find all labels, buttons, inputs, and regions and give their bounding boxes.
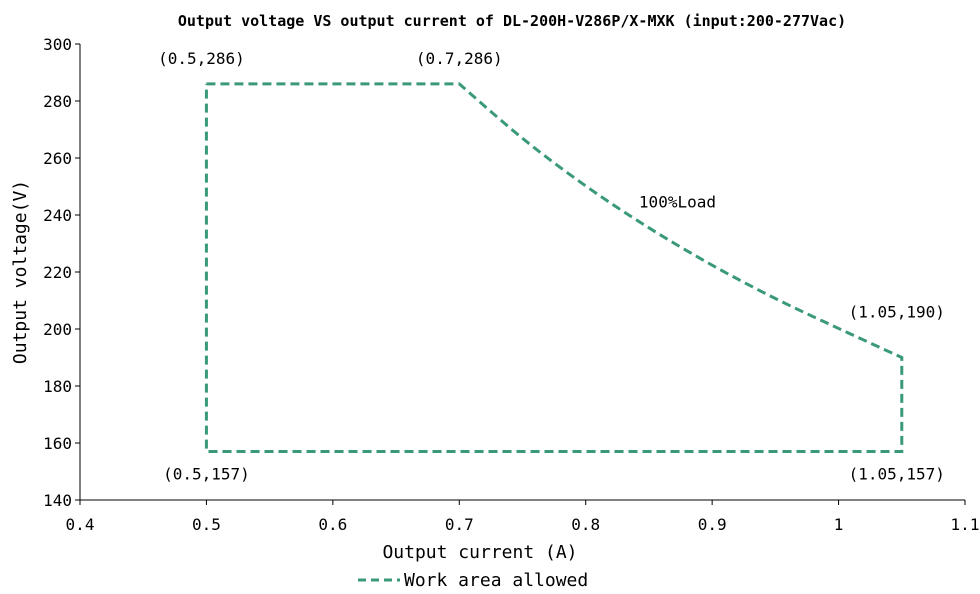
y-tick-label: 200 xyxy=(43,320,72,339)
legend-label: Work area allowed xyxy=(404,570,588,591)
y-tick-label: 280 xyxy=(43,92,72,111)
plot-area xyxy=(79,44,965,501)
x-tick-label: 0.9 xyxy=(698,515,727,534)
chart-title: Output voltage VS output current of DL-2… xyxy=(178,12,846,30)
x-tick-label: 0.6 xyxy=(318,515,347,534)
x-tick-label: 0.5 xyxy=(192,515,221,534)
series-layer xyxy=(204,82,904,454)
x-tick-label: 0.4 xyxy=(66,515,95,534)
series-work-area xyxy=(204,82,904,454)
annotation-label: (0.5,286) xyxy=(158,49,245,68)
annotation-label: 100%Load xyxy=(639,192,716,211)
x-tick-label: 1.1 xyxy=(951,515,980,534)
annotations: (0.5,286) (0.7,286) 100%Load (1.05,190) (0.5… xyxy=(158,49,945,484)
x-axis-label: Output current (A) xyxy=(382,542,577,563)
annotation-label: (1.05,190) xyxy=(849,303,945,322)
annotation-label: (1.05,157) xyxy=(849,465,945,484)
y-tick-label: 180 xyxy=(43,377,72,396)
y-axis-label: Output voltage(V) xyxy=(10,180,31,364)
x-tick-label: 1 xyxy=(834,515,844,534)
y-tick-label: 220 xyxy=(43,263,72,282)
y-tick-label: 300 xyxy=(43,35,72,54)
y-tick-label: 160 xyxy=(43,434,72,453)
x-tick-label: 0.8 xyxy=(571,515,600,534)
legend: Work area allowed xyxy=(358,570,588,591)
y-tick-label: 260 xyxy=(43,149,72,168)
annotation-label: (0.5,157) xyxy=(163,465,250,484)
y-tick-label: 140 xyxy=(43,491,72,510)
y-ticks: 140 160 180 200 220 240 260 280 300 xyxy=(43,35,80,510)
annotation-label: (0.7,286) xyxy=(416,49,503,68)
x-tick-label: 0.7 xyxy=(445,515,474,534)
x-ticks: 0.4 0.5 0.6 0.7 0.8 0.9 1 1.1 xyxy=(66,500,980,534)
y-tick-label: 240 xyxy=(43,206,72,225)
